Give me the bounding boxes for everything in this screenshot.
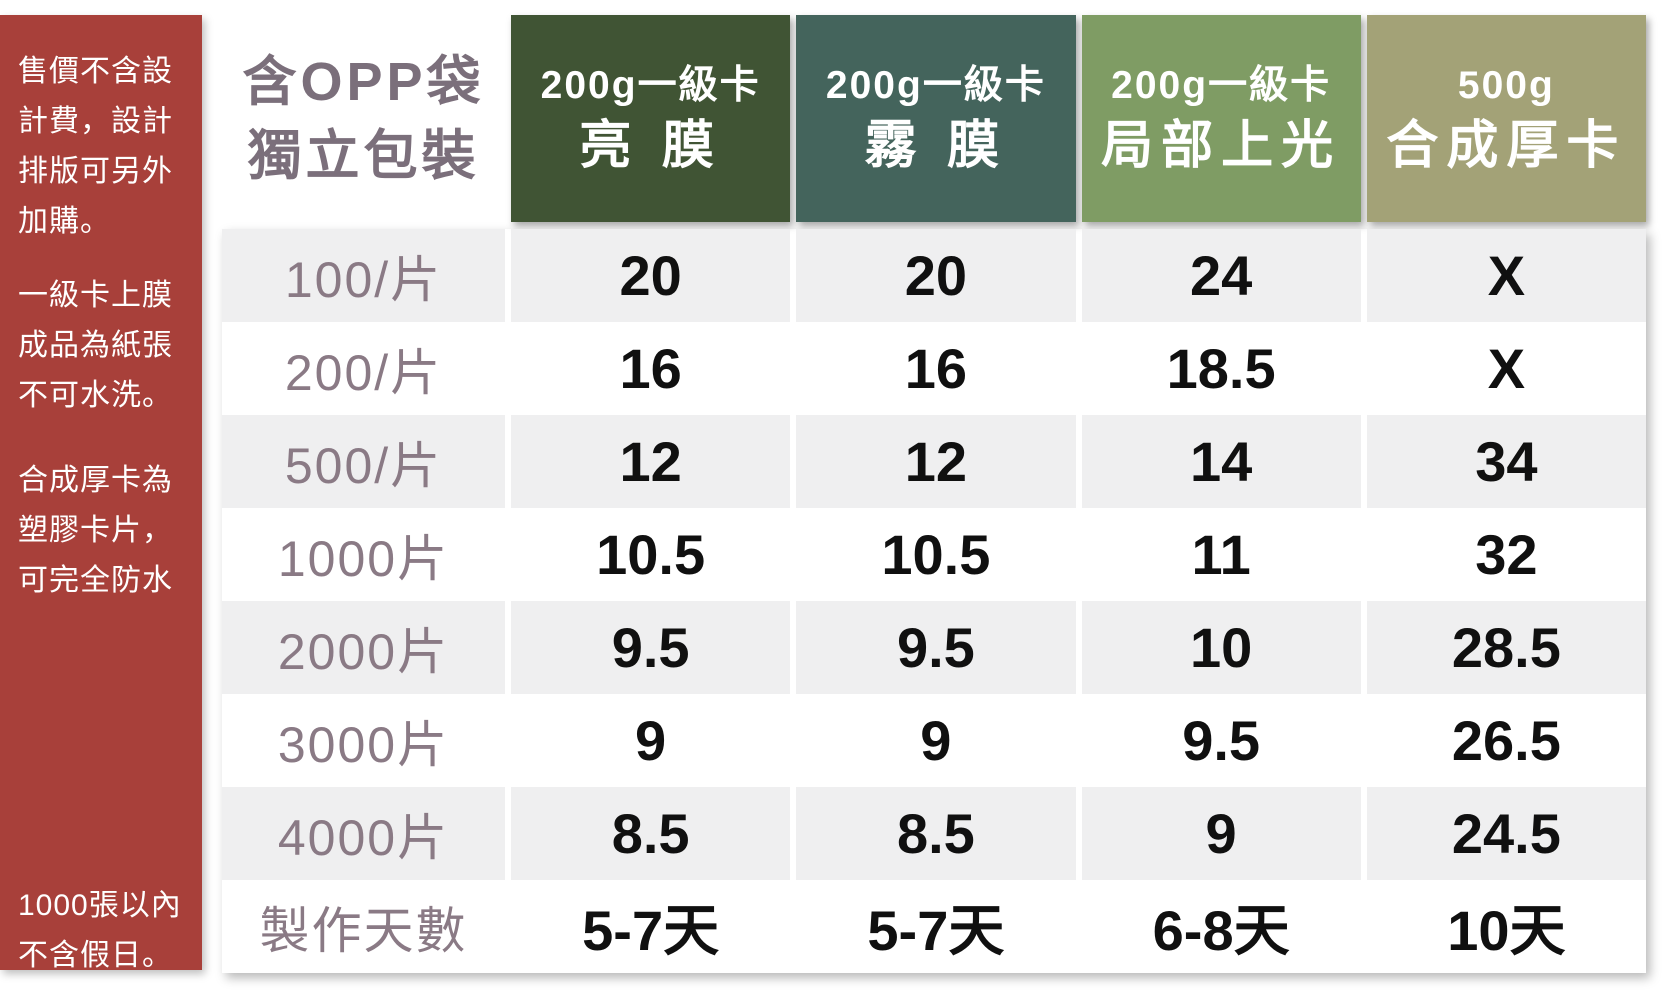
price-cell: X	[1366, 322, 1646, 415]
price-cell: 12	[511, 415, 791, 508]
row-label: 4000片	[222, 787, 505, 880]
price-cell: 11	[1081, 508, 1361, 601]
price-cell: 9	[511, 694, 791, 787]
price-cell: 26.5	[1366, 694, 1646, 787]
price-cell: 20	[511, 229, 791, 322]
table-body: 100/片 20 20 24 X 200/片 16 16 18.5 X 500/片 12 12 14 34 1…	[222, 229, 1646, 973]
note-lead-time: 1000張以內不含假日。	[18, 889, 182, 972]
notes-sidebar: 售價不含設計費，設計排版可另外加購。 一級卡上膜成品為紙張不可水洗。 合成厚卡為…	[0, 15, 202, 972]
price-cell: 9.5	[796, 601, 1076, 694]
column-header-matte-film-spec: 200g一級卡	[825, 63, 1046, 107]
table-header-row: 含OPP袋 獨立包裝 200g一級卡 亮 膜 200g一級卡 霧 膜 200g一…	[222, 15, 1646, 222]
price-cell: 10.5	[796, 508, 1076, 601]
price-cell: 16	[511, 322, 791, 415]
column-header-matte-film-name: 霧 膜	[864, 116, 1008, 175]
note-waterproof: 合成厚卡為塑膠卡片，可完全防水	[18, 464, 173, 597]
price-cell: 16	[796, 322, 1076, 415]
price-cell: 14	[1081, 415, 1361, 508]
price-cell: 28.5	[1366, 601, 1646, 694]
column-header-matte-film: 200g一級卡 霧 膜	[796, 15, 1076, 222]
price-cell: 12	[796, 415, 1076, 508]
price-cell: 24	[1081, 229, 1361, 322]
price-cell: 6-8天	[1081, 880, 1361, 973]
price-cell: 9.5	[511, 601, 791, 694]
price-cell: 32	[1366, 508, 1646, 601]
note-no-washing: 一級卡上膜成品為紙張不可水洗。	[18, 279, 173, 412]
row-label: 2000片	[222, 601, 505, 694]
price-cell: 8.5	[796, 787, 1076, 880]
row-label: 3000片	[222, 694, 505, 787]
row-label: 500/片	[222, 415, 505, 508]
row-label: 1000片	[222, 508, 505, 601]
price-cell: 5-7天	[796, 880, 1076, 973]
price-cell: 10	[1081, 601, 1361, 694]
price-cell: 24.5	[1366, 787, 1646, 880]
price-cell: 20	[796, 229, 1076, 322]
price-cell: 5-7天	[511, 880, 791, 973]
packaging-title: 含OPP袋 獨立包裝	[222, 15, 505, 222]
price-cell: 10天	[1366, 880, 1646, 973]
price-cell: 9	[1081, 787, 1361, 880]
price-cell: 34	[1366, 415, 1646, 508]
price-cell: 10.5	[511, 508, 791, 601]
packaging-title-line2: 獨立包裝	[247, 125, 480, 186]
column-header-synthetic-thick-card: 500g 合成厚卡	[1366, 15, 1646, 222]
price-cell: 9.5	[1081, 694, 1361, 787]
column-header-spot-uv-name: 局部上光	[1101, 116, 1342, 175]
row-label: 製作天數	[222, 880, 505, 973]
column-header-synthetic-thick-card-name: 合成厚卡	[1386, 116, 1627, 175]
column-header-gloss-film: 200g一級卡 亮 膜	[511, 15, 791, 222]
column-header-synthetic-thick-card-spec: 500g	[1457, 63, 1555, 107]
row-label: 200/片	[222, 322, 505, 415]
price-table: 含OPP袋 獨立包裝 200g一級卡 亮 膜 200g一級卡 霧 膜 200g一…	[222, 15, 1646, 973]
price-cell: 18.5	[1081, 322, 1361, 415]
row-label: 100/片	[222, 229, 505, 322]
column-header-spot-uv: 200g一級卡 局部上光	[1081, 15, 1361, 222]
column-header-gloss-film-spec: 200g一級卡	[540, 63, 761, 107]
price-cell: X	[1366, 229, 1646, 322]
price-cell: 8.5	[511, 787, 791, 880]
price-cell: 9	[796, 694, 1076, 787]
column-header-spot-uv-spec: 200g一級卡	[1111, 63, 1332, 107]
note-design-fee: 售價不含設計費，設計排版可另外加購。	[18, 55, 173, 238]
packaging-title-line1: 含OPP袋	[242, 51, 485, 112]
column-header-gloss-film-name: 亮 膜	[579, 116, 722, 175]
